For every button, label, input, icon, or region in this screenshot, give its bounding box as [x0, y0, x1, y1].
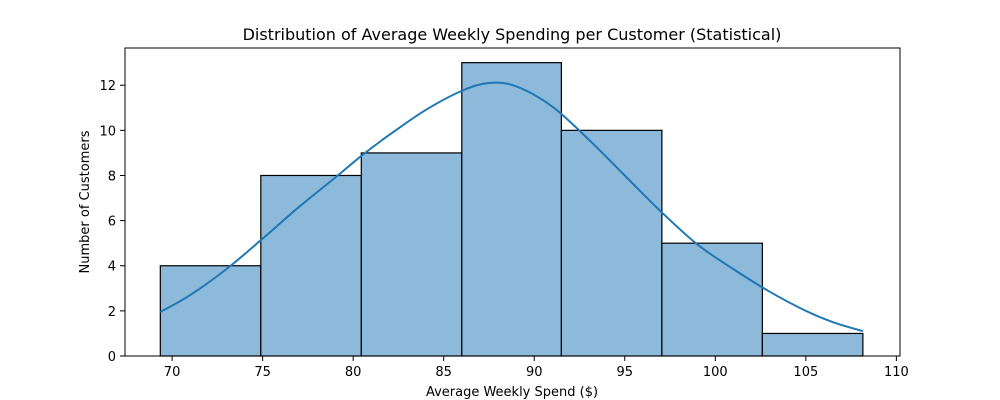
y-tick-label: 2	[108, 305, 116, 320]
x-axis-label: Average Weekly Spend ($)	[426, 385, 598, 400]
chart-title: Distribution of Average Weekly Spending …	[243, 25, 782, 44]
y-tick-label: 6	[108, 215, 116, 230]
y-tick-label: 0	[108, 350, 116, 365]
y-axis-ticks: 0 2 4 6 8 10 12	[99, 79, 125, 365]
kde-curve	[159, 81, 864, 333]
histogram-bar-4	[461, 62, 562, 357]
x-tick-label: 90	[526, 365, 543, 380]
y-tick-label: 12	[99, 79, 116, 94]
histogram-bar-1	[159, 265, 262, 357]
histogram-bar-6	[661, 242, 763, 357]
histogram-bar-2	[260, 174, 362, 357]
x-tick-label: 95	[616, 365, 633, 380]
histogram-bar-7	[761, 332, 864, 357]
x-tick-label: 75	[254, 365, 271, 380]
x-tick-label: 80	[345, 365, 362, 380]
y-tick-label: 8	[108, 169, 116, 184]
bars-layer	[159, 62, 864, 357]
x-tick-label: 100	[703, 365, 728, 380]
y-tick-label: 10	[99, 124, 116, 139]
x-tick-label: 70	[164, 365, 181, 380]
histogram-bar-5	[560, 129, 663, 357]
axes-frame	[124, 47, 901, 357]
plot-frame	[124, 47, 901, 357]
x-axis-ticks: 70 75 80 85 90 95 100 105 110	[164, 356, 909, 380]
y-axis-label: Number of Customers	[78, 130, 93, 273]
histogram-bar-3	[360, 152, 463, 357]
x-tick-label: 105	[793, 365, 818, 380]
x-tick-label: 85	[435, 365, 452, 380]
x-tick-label: 110	[884, 365, 909, 380]
y-tick-label: 4	[108, 260, 116, 275]
